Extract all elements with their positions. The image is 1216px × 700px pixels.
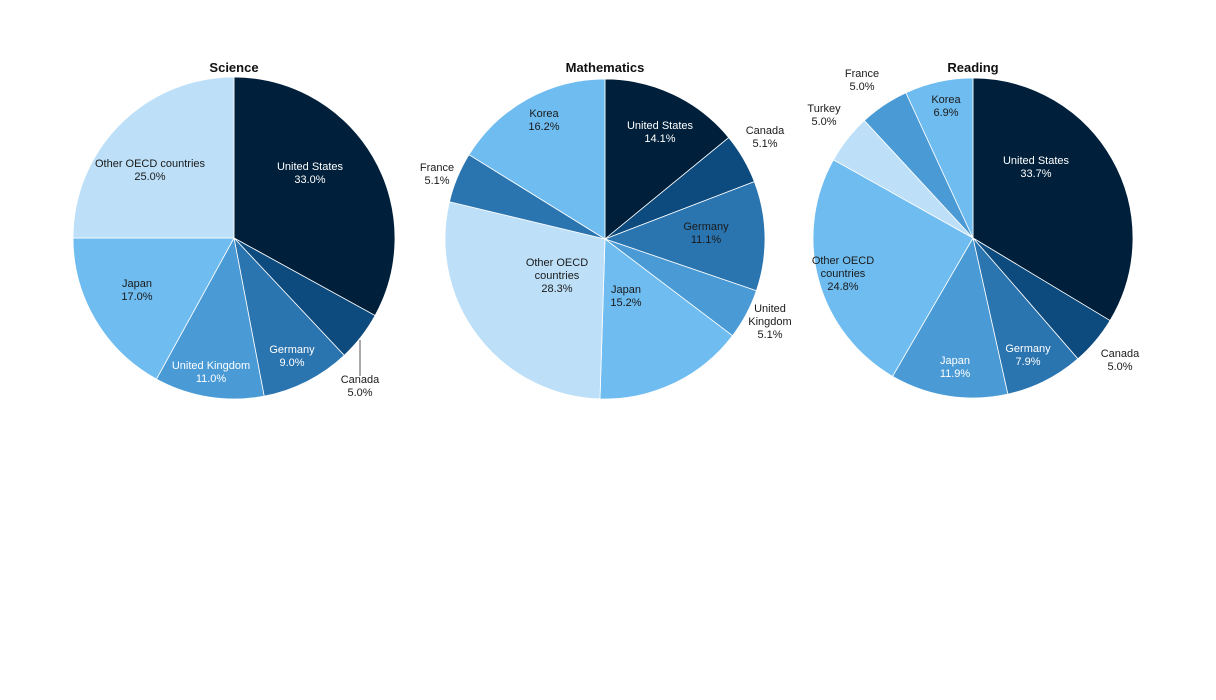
- slice-value: 9.0%: [279, 357, 304, 369]
- slice-label: Canada 5.1%: [746, 125, 785, 150]
- pie-slice-united-states: [604, 78, 730, 240]
- pie-slice-japan: [599, 238, 734, 400]
- slice-name: Germany: [1005, 343, 1051, 355]
- slice-value: 11.1%: [691, 234, 722, 246]
- slice-label: Other OECD countries 24.8%: [812, 255, 874, 293]
- slice-value: 14.1%: [644, 133, 675, 145]
- slice-name: Canada: [1101, 348, 1140, 360]
- slice-label: Japan 11.9%: [940, 355, 971, 380]
- slice-value: 25.0%: [134, 171, 165, 183]
- slice-name: Korea: [529, 108, 559, 120]
- slice-label: Germany 11.1%: [683, 221, 729, 246]
- slice-value: 5.1%: [752, 138, 777, 150]
- slice-name: Other OECD countries: [95, 158, 206, 170]
- slice-name: United States: [1003, 155, 1070, 167]
- slice-name: Other OECD: [812, 255, 874, 267]
- pie-slice-other-oecd-countries: [812, 159, 974, 377]
- slice-label: United States 14.1%: [627, 120, 694, 145]
- slice-label: Germany 9.0%: [269, 344, 315, 369]
- slice-label: Korea 16.2%: [528, 108, 559, 133]
- slice-label: France 5.1%: [420, 162, 454, 187]
- slice-label: Turkey 5.0%: [807, 103, 841, 128]
- chart-title: Science: [209, 60, 258, 75]
- pie-slice-korea: [905, 77, 974, 239]
- slice-name: countries: [821, 268, 866, 280]
- slice-label: Japan 15.2%: [610, 284, 641, 309]
- slice-label: Canada 5.0%: [341, 374, 380, 399]
- slice-value: 5.0%: [849, 81, 874, 93]
- slice-value: 11.9%: [940, 368, 971, 380]
- pie-slice-united-kingdom: [155, 236, 265, 400]
- slice-label: Germany 7.9%: [1005, 343, 1051, 368]
- slice-name: Turkey: [807, 103, 841, 115]
- slice-value: 28.3%: [541, 283, 572, 295]
- slice-value: 17.0%: [121, 291, 152, 303]
- slice-name: Germany: [269, 344, 315, 356]
- slice-value: 5.1%: [424, 175, 449, 187]
- slice-value: 33.7%: [1020, 168, 1051, 180]
- slice-name: Japan: [122, 278, 152, 290]
- slice-label: United States 33.0%: [277, 161, 344, 186]
- slice-name: Canada: [341, 374, 380, 386]
- slice-label: United States 33.7%: [1003, 155, 1070, 180]
- slice-name: Other OECD: [526, 257, 588, 269]
- slice-value: 5.1%: [757, 329, 782, 341]
- slice-name: Japan: [611, 284, 641, 296]
- slice-name: United: [754, 303, 786, 315]
- pie-chart-science: Science United States 33.0% Canada 5.0% Germa…: [72, 60, 396, 400]
- slice-name: Japan: [940, 355, 970, 367]
- slice-value: 5.0%: [347, 387, 372, 399]
- pie-slice-germany: [233, 236, 345, 397]
- slice-name: United Kingdom: [172, 360, 250, 372]
- pie-slice-united-states: [233, 76, 396, 317]
- slice-label: France 5.0%: [845, 68, 879, 93]
- chart-title: Reading: [947, 60, 998, 75]
- slice-name: countries: [535, 270, 580, 282]
- slice-name: United States: [627, 120, 694, 132]
- chart-title: Mathematics: [566, 60, 645, 75]
- pie-slice-other-oecd-countries: [72, 76, 235, 239]
- pie-slice-united-states: [972, 77, 1134, 322]
- slice-name: United States: [277, 161, 344, 173]
- slice-value: 5.0%: [811, 116, 836, 128]
- slice-value: 24.8%: [827, 281, 858, 293]
- slice-name: Germany: [683, 221, 729, 233]
- slice-value: 7.9%: [1015, 356, 1040, 368]
- slice-label: United Kingdom 5.1%: [748, 303, 791, 341]
- slice-value: 6.9%: [933, 107, 958, 119]
- slice-value: 11.0%: [196, 373, 227, 385]
- slice-value: 33.0%: [294, 174, 325, 186]
- slice-name: France: [845, 68, 879, 80]
- slice-value: 5.0%: [1107, 361, 1132, 373]
- slice-name: France: [420, 162, 454, 174]
- slice-value: 15.2%: [610, 297, 641, 309]
- pie-slice-japan: [72, 237, 235, 380]
- slice-name: Korea: [931, 94, 961, 106]
- slice-label: United Kingdom 11.0%: [172, 360, 250, 385]
- pie-slice-japan: [892, 236, 1009, 399]
- pie-slice-germany: [603, 181, 766, 292]
- slice-label: Canada 5.0%: [1101, 348, 1140, 373]
- pie-slice-other-oecd-countries: [444, 201, 606, 400]
- pie-slice-korea: [468, 78, 606, 240]
- slice-label: Japan 17.0%: [121, 278, 152, 303]
- slice-label: Korea 6.9%: [931, 94, 961, 119]
- slice-name: Kingdom: [748, 316, 791, 328]
- slice-value: 16.2%: [528, 121, 559, 133]
- slice-label: Other OECD countries 25.0%: [95, 158, 206, 183]
- slice-label: Other OECD countries 28.3%: [526, 257, 588, 295]
- slice-name: Canada: [746, 125, 785, 137]
